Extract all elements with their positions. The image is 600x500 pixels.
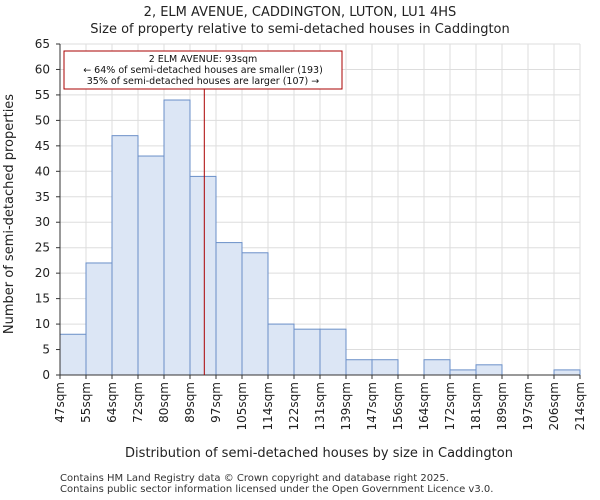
y-tick-label: 10 [35, 317, 50, 331]
bar-172sqm [449, 369, 477, 376]
y-tick-label: 50 [35, 113, 50, 127]
bar-47sqm [59, 333, 87, 376]
x-tick-label: 97sqm [209, 382, 223, 423]
x-tick-label: 47sqm [53, 382, 67, 423]
bar-89sqm [189, 175, 217, 376]
y-axis-label: Number of semi-detached properties [2, 94, 17, 334]
bar-147sqm [371, 359, 399, 376]
bar-64sqm [111, 135, 139, 376]
y-tick-label: 0 [42, 368, 50, 382]
x-tick-label: 89sqm [183, 382, 197, 423]
x-tick-label: 105sqm [235, 382, 249, 430]
x-tick-label: 80sqm [157, 382, 171, 423]
y-tick-label: 65 [35, 37, 50, 51]
y-tick-label: 60 [35, 62, 50, 76]
bar-114sqm [267, 323, 295, 376]
x-axis-label: Distribution of semi-detached houses by … [125, 446, 513, 461]
x-tick-label: 214sqm [573, 382, 587, 430]
x-tick-label: 131sqm [313, 382, 327, 430]
bars [59, 99, 581, 376]
x-tick-label: 55sqm [79, 382, 93, 423]
x-tick-label: 156sqm [391, 382, 405, 430]
bar-55sqm [85, 262, 113, 376]
bar-139sqm [345, 359, 373, 376]
y-tick-label: 20 [35, 266, 50, 280]
x-tick-label: 206sqm [547, 382, 561, 430]
y-tick-label: 15 [35, 292, 50, 306]
y-tick-label: 5 [42, 343, 50, 357]
bar-105sqm [241, 252, 269, 376]
x-tick-label: 139sqm [339, 382, 353, 430]
footer-line2: Contains public sector information licen… [60, 484, 494, 495]
x-tick-label: 114sqm [261, 382, 275, 430]
y-tick-label: 30 [35, 215, 50, 229]
y-tick-label: 40 [35, 164, 50, 178]
chart-title-line1: 2, ELM AVENUE, CADDINGTON, LUTON, LU1 4H… [144, 5, 457, 20]
x-tick-label: 122sqm [287, 382, 301, 430]
y-tick-label: 45 [35, 139, 50, 153]
x-tick-label: 72sqm [131, 382, 145, 423]
y-tick-label: 55 [35, 88, 50, 102]
bar-80sqm [163, 99, 191, 376]
annotation-line-2: ← 64% of semi-detached houses are smalle… [83, 65, 323, 76]
x-tick-label: 147sqm [365, 382, 379, 430]
bar-164sqm [423, 359, 451, 376]
bar-131sqm [319, 328, 347, 376]
chart-title-line2: Size of property relative to semi-detach… [90, 22, 509, 37]
x-tick-label: 181sqm [469, 382, 483, 430]
y-ticks: 0 5 10 15 20 25 30 35 40 45 50 55 60 65 [35, 37, 60, 382]
x-tick-label: 189sqm [495, 382, 509, 430]
bar-206sqm [553, 369, 581, 376]
x-tick-label: 197sqm [521, 382, 535, 430]
x-tick-label: 164sqm [417, 382, 431, 430]
x-tick-label: 172sqm [443, 382, 457, 430]
annotation-line-1: 2 ELM AVENUE: 93sqm [149, 54, 258, 65]
marker: 2 ELM AVENUE: 93sqm← 64% of semi-detache… [63, 50, 343, 375]
x-ticks: 47sqm 55sqm 64sqm 72sqm 80sqm 89sqm 97sqm 105sq… [53, 375, 587, 430]
bar-122sqm [293, 328, 321, 376]
x-tick-label: 64sqm [105, 382, 119, 423]
bar-97sqm [215, 242, 243, 376]
footer-line1: Contains HM Land Registry data © Crown c… [60, 473, 449, 484]
y-tick-label: 25 [35, 241, 50, 255]
bar-181sqm [475, 364, 503, 376]
bar-72sqm [137, 155, 165, 376]
annotation-box [63, 50, 343, 90]
annotation-line-3: 35% of semi-detached houses are larger (… [87, 76, 320, 87]
y-tick-label: 35 [35, 190, 50, 204]
